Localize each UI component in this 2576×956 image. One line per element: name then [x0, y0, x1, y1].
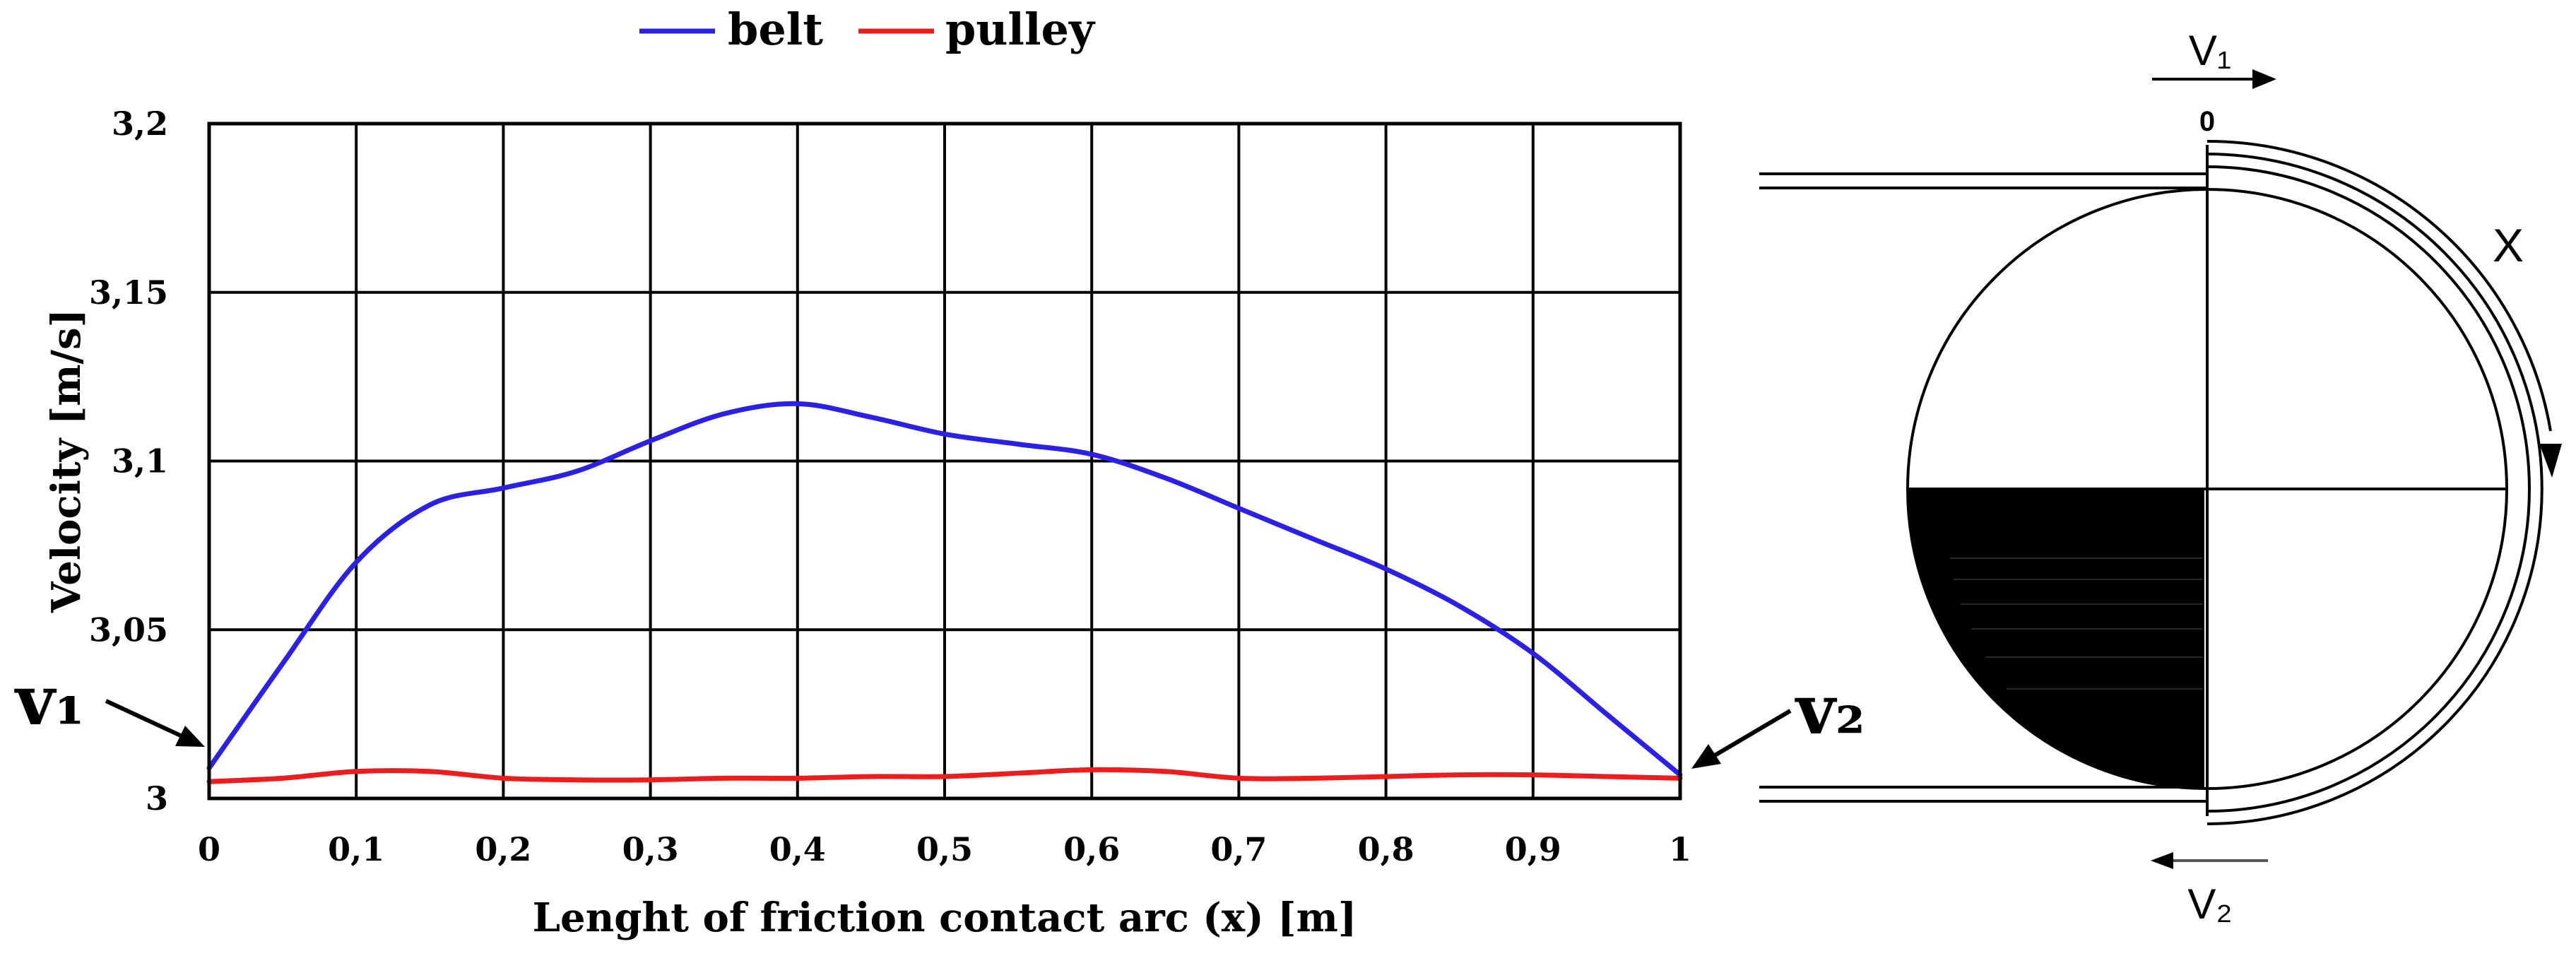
y-tick-label: 3 [146, 779, 168, 818]
pulley-diagram: V₁ 0 X V₂ [1759, 27, 2562, 928]
x-tick-label: 0 [198, 830, 220, 868]
v1-label: v₁ [14, 661, 85, 740]
direction-arrowhead [2539, 444, 2562, 478]
x-tick-label: 0,9 [1505, 830, 1561, 868]
y-tick-label: 3,05 [89, 610, 168, 649]
v1-arrow [105, 699, 187, 740]
zero-label: 0 [2199, 106, 2215, 137]
x-tick-label: 1 [1669, 830, 1691, 868]
contact-arc-inner [2206, 165, 2531, 813]
series-line-belt [206, 401, 1683, 778]
x-tick-label: 0,2 [475, 830, 531, 868]
direction-arc [2206, 139, 2552, 432]
x-tick-label: 0,4 [769, 830, 826, 868]
v2-diagram-arrowhead [2151, 852, 2173, 869]
v2-arrowhead [1691, 744, 1721, 769]
v2-annotation: v₂ [1691, 670, 1865, 769]
v2-diagram-label: V₂ [2187, 880, 2232, 928]
v1-diagram-arrowhead [2252, 69, 2276, 89]
x-tick-label: 0,5 [916, 830, 973, 868]
v1-arrowhead [175, 726, 205, 747]
grid [208, 122, 1682, 800]
v1-annotation: v₁ [14, 661, 205, 747]
arc-x-label: X [2493, 219, 2524, 271]
x-tick-label: 0,7 [1210, 830, 1267, 868]
v2-arrow [1710, 709, 1792, 760]
y-axis-title: Velocity [m/s] [43, 309, 90, 613]
y-tick-label: 3,2 [112, 105, 168, 143]
contact-arc-outer [2206, 153, 2543, 825]
legend: belt pulley [639, 4, 1096, 55]
legend-belt-label: belt [728, 4, 823, 55]
x-tick-label: 0,6 [1063, 830, 1120, 868]
pulley-shaded-quadrant [1908, 488, 2204, 789]
y-tick-label: 3,1 [112, 442, 168, 480]
legend-pulley-label: pulley [945, 4, 1096, 55]
y-tick-labels: 3 3,05 3,1 3,15 3,2 [89, 105, 168, 818]
v1-diagram-label: V₁ [2189, 27, 2231, 74]
x-tick-label: 0,3 [622, 830, 679, 868]
quadrant-hatching [1950, 557, 2203, 690]
plot-frame [207, 122, 1682, 801]
x-tick-label: 0,8 [1358, 830, 1414, 868]
y-tick-label: 3,15 [89, 273, 168, 312]
series-line-pulley [206, 767, 1683, 784]
v2-label: v₂ [1795, 670, 1865, 750]
series-lines [206, 401, 1683, 784]
x-axis-title: Lenght of friction contact arc (x) [m] [533, 895, 1357, 941]
x-tick-labels: 0 0,1 0,2 0,3 0,4 0,5 0,6 0,7 0,8 0,9 1 [198, 830, 1691, 868]
x-tick-label: 0,1 [328, 830, 384, 868]
